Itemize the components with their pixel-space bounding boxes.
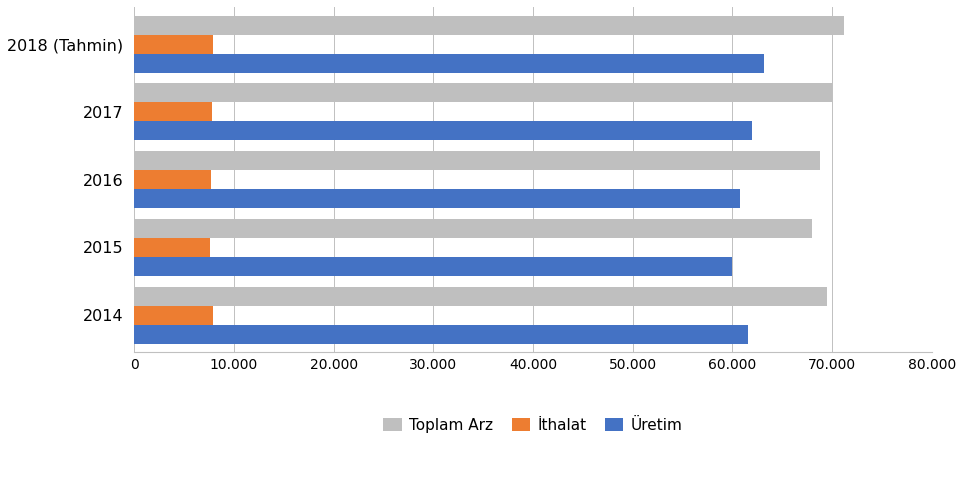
Bar	[134, 257, 732, 276]
Legend: Toplam Arz, İthalat, Üretim: Toplam Arz, İthalat, Üretim	[377, 412, 689, 439]
Bar	[134, 54, 764, 73]
Bar	[134, 170, 211, 189]
Bar	[134, 122, 752, 140]
Bar	[134, 238, 210, 257]
Bar	[134, 189, 740, 208]
Bar	[134, 324, 747, 343]
Bar	[134, 35, 213, 54]
Bar	[134, 151, 820, 170]
Bar	[134, 83, 832, 102]
Bar	[134, 219, 812, 238]
Bar	[134, 306, 213, 324]
Bar	[134, 102, 212, 122]
Bar	[134, 16, 844, 35]
Bar	[134, 287, 827, 306]
